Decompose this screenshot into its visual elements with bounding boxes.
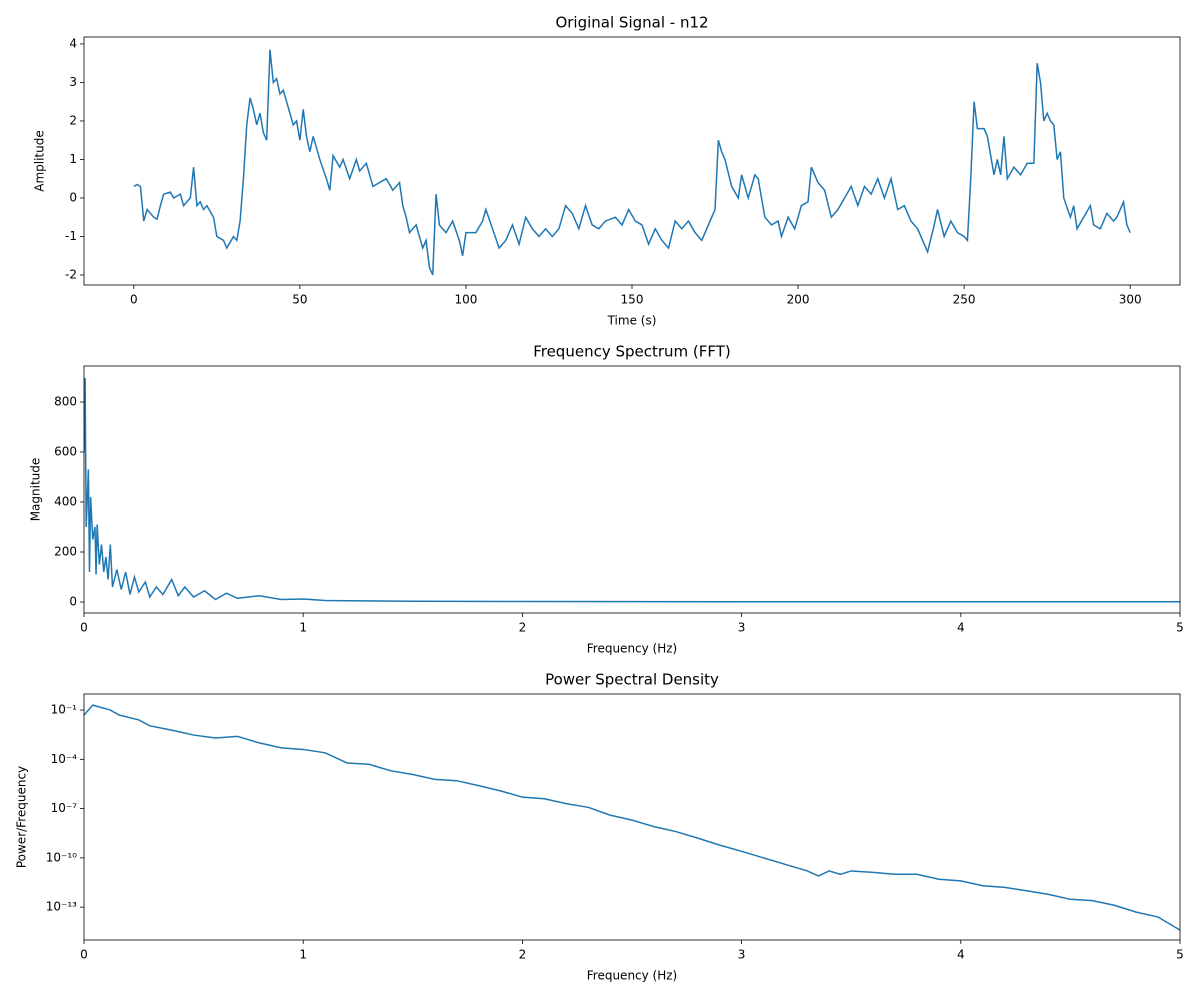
x-tick-label: 300 <box>1119 293 1142 307</box>
y-tick-label: 4 <box>69 36 77 50</box>
x-tick-label: 0 <box>80 621 88 635</box>
y-tick-label: 0 <box>69 190 77 204</box>
x-tick-label: 50 <box>292 293 307 307</box>
line-series <box>133 49 1131 276</box>
y-tick-label: 10⁻¹³ <box>46 900 77 914</box>
x-tick-label: 4 <box>957 948 965 962</box>
y-tick-label: 10⁻¹⁰ <box>46 850 77 864</box>
y-tick-label: 400 <box>54 495 77 509</box>
y-tick-label: 10⁻⁷ <box>51 801 78 815</box>
x-tick-label: 5 <box>1176 948 1184 962</box>
axes-frame <box>83 693 1181 941</box>
x-axis-label: Time (s) <box>607 314 657 328</box>
x-tick-label: 150 <box>621 293 644 307</box>
chart-title: Frequency Spectrum (FFT) <box>533 343 731 361</box>
x-tick-label: 2 <box>519 621 527 635</box>
y-tick-label: 0 <box>69 595 77 609</box>
axes-frame <box>83 36 1181 286</box>
line-series <box>84 377 1180 603</box>
x-tick-label: 4 <box>957 621 965 635</box>
y-tick-label: 600 <box>54 445 77 459</box>
x-tick-label: 3 <box>738 948 746 962</box>
x-tick-label: 1 <box>299 948 307 962</box>
x-tick-label: 2 <box>519 948 527 962</box>
x-axis-label: Frequency (Hz) <box>587 642 678 656</box>
y-tick-label: 1 <box>69 152 77 166</box>
y-tick-label: 200 <box>54 545 77 559</box>
y-axis-label: Amplitude <box>33 130 47 192</box>
y-tick-label: 10⁻⁴ <box>51 752 78 766</box>
y-tick-label: 10⁻¹ <box>51 703 78 717</box>
x-axis-label: Frequency (Hz) <box>587 969 678 983</box>
axes-frame <box>83 365 1181 614</box>
y-tick-label: 3 <box>69 75 77 89</box>
y-tick-label: -2 <box>65 267 77 281</box>
x-tick-label: 100 <box>454 293 477 307</box>
y-axis-label: Power/Frequency <box>15 766 29 868</box>
x-tick-label: 0 <box>80 948 88 962</box>
y-tick-label: -1 <box>65 229 77 243</box>
x-tick-label: 5 <box>1176 621 1184 635</box>
x-tick-label: 200 <box>787 293 810 307</box>
y-axis-label: Magnitude <box>29 458 43 522</box>
chart-title: Original Signal - n12 <box>555 14 708 32</box>
line-series <box>84 704 1180 931</box>
chart-title: Power Spectral Density <box>545 671 719 689</box>
x-tick-label: 250 <box>953 293 976 307</box>
x-tick-label: 0 <box>130 293 138 307</box>
x-tick-label: 3 <box>738 621 746 635</box>
y-tick-label: 800 <box>54 395 77 409</box>
x-tick-label: 1 <box>299 621 307 635</box>
y-tick-label: 2 <box>69 113 77 127</box>
